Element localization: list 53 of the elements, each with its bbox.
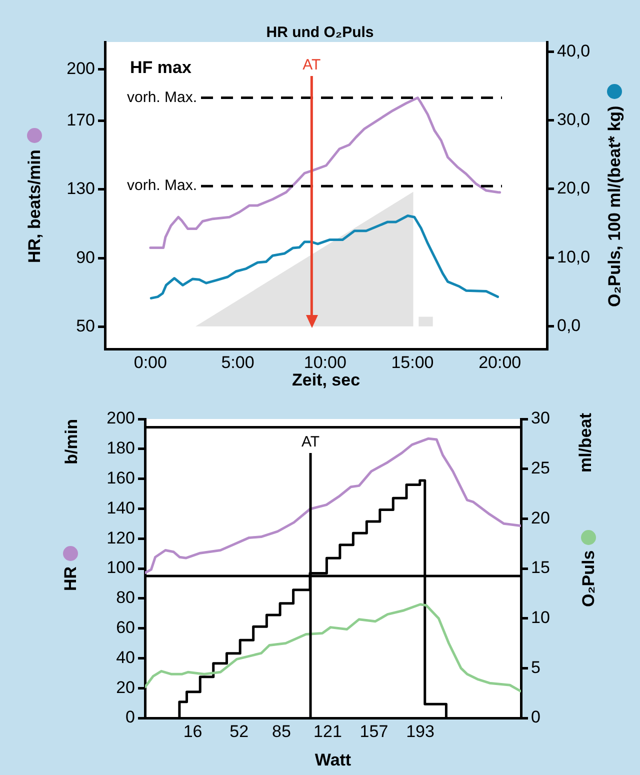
- x-axis-title: Zeit, sec: [292, 370, 360, 390]
- y-tick-label: 20: [116, 678, 135, 697]
- y-tick-label: 140: [106, 498, 135, 518]
- y2-tick-label: 0: [531, 708, 540, 727]
- y-tick-label: 40: [116, 648, 135, 667]
- y2-tick-label: 10,0: [557, 247, 590, 266]
- y-tick-label: 60: [116, 618, 135, 637]
- y2-tick-label: 20,0: [557, 178, 590, 198]
- y-tick-label: 180: [106, 438, 135, 458]
- y-tick-label: 50: [76, 316, 95, 336]
- x-tick-label: 10:00: [304, 352, 346, 372]
- text: b/min: [62, 419, 82, 464]
- y-tick-label: 0: [126, 708, 135, 727]
- x-tick-label: 52: [230, 722, 249, 741]
- y2-tick-label: 20: [531, 508, 550, 528]
- x-tick-label: 193: [406, 722, 434, 741]
- ref-line-label: AT: [301, 434, 320, 451]
- y2-tick-label: 25: [531, 458, 550, 478]
- annotation: HF max: [130, 58, 192, 78]
- x-tick-label: 5:00: [221, 352, 254, 372]
- y-tick-label: 100: [106, 558, 135, 578]
- x-tick-label: 20:00: [478, 352, 522, 372]
- y2-tick-label: 30,0: [557, 110, 590, 129]
- y-axis-title: HR: [61, 566, 81, 592]
- text: ml/beat: [576, 413, 596, 473]
- x-tick-label: 157: [360, 722, 388, 741]
- y-tick-label: 80: [116, 588, 135, 608]
- ref-line-label: vorh. Max.: [127, 88, 198, 106]
- y-tick-label: 90: [76, 248, 95, 267]
- y-tick-label: 130: [66, 179, 95, 198]
- y2-axis-title: O₂Puls: [579, 550, 599, 608]
- x-tick-label: 121: [314, 722, 342, 741]
- y2-tick-label: 5: [531, 658, 540, 677]
- y2-tick-label: 15: [531, 558, 550, 578]
- y2-tick-label: 0,0: [557, 316, 581, 336]
- y-axis-title: HR, beats/min: [25, 149, 45, 263]
- y-tick-label: 200: [106, 408, 135, 428]
- chart-title: HR und O₂Puls: [265, 24, 375, 41]
- y2-tick-label: 40,0: [557, 41, 590, 60]
- y2-tick-label: 30: [531, 408, 550, 428]
- y-tick-label: 120: [106, 528, 135, 548]
- x-tick-label: 16: [183, 722, 202, 741]
- y-tick-label: 170: [66, 110, 95, 130]
- y-tick-label: 200: [66, 59, 95, 78]
- x-tick-label: 15:00: [391, 352, 434, 372]
- ref-line-label: vorh. Max.: [127, 177, 198, 194]
- x-tick-label: 85: [272, 722, 291, 741]
- x-axis-title: Watt: [314, 750, 352, 770]
- y2-axis-title: O₂Puls, 100 ml/(beat* kg): [605, 105, 625, 307]
- y2-tick-label: 10: [531, 608, 550, 628]
- ref-line-label: AT: [302, 56, 321, 74]
- y-tick-label: 160: [106, 468, 135, 488]
- x-tick-label: 0:00: [134, 352, 167, 372]
